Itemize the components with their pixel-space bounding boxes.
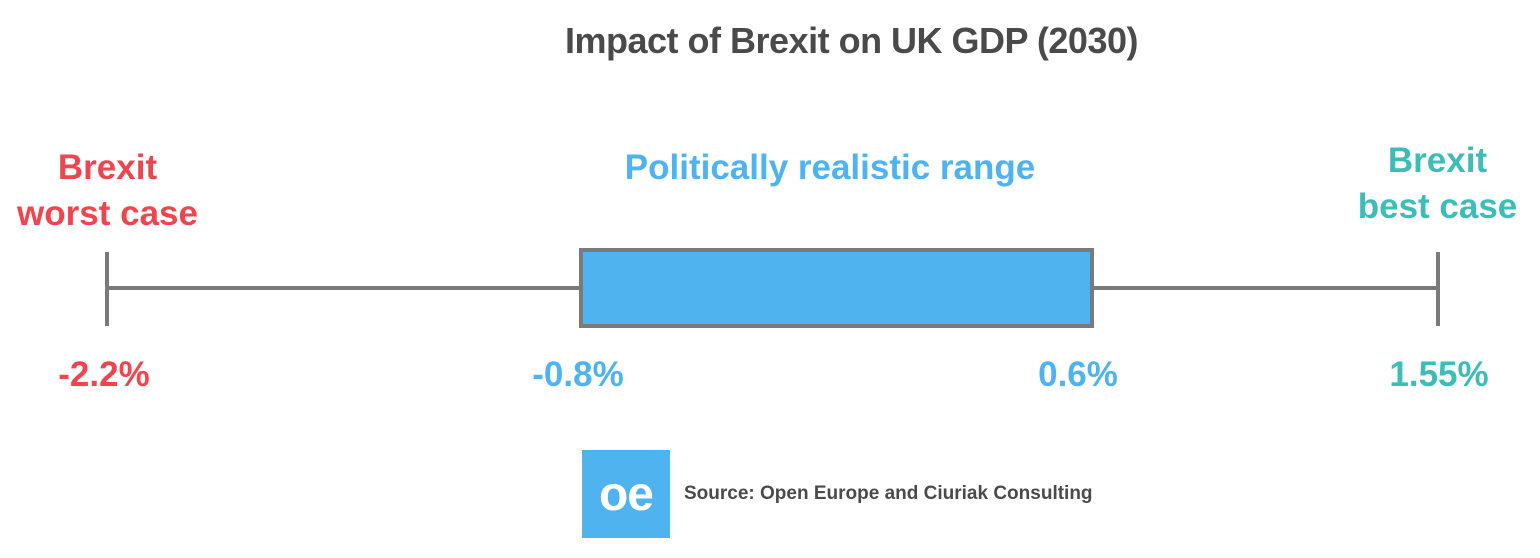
best-case-label: Brexit best case: [1340, 138, 1535, 230]
max-value-label: 1.55%: [1389, 355, 1489, 394]
best-case-label-line2: best case: [1357, 187, 1518, 226]
chart-title: Impact of Brexit on UK GDP (2030): [565, 20, 1138, 61]
worst-case-label-line1: Brexit: [57, 148, 158, 187]
realistic-range-label: Politically realistic range: [624, 148, 1036, 187]
source-note: Source: Open Europe and Ciuriak Consulti…: [684, 483, 1093, 504]
worst-case-label: Brexit worst case: [10, 145, 205, 237]
worst-case-label-line2: worst case: [17, 194, 198, 233]
best-case-label-line1: Brexit: [1387, 141, 1488, 180]
q1-value-label: -0.8%: [532, 355, 624, 394]
min-value-label: -2.2%: [58, 355, 150, 394]
realistic-range-box: [579, 248, 1094, 328]
open-europe-logo: oe: [582, 450, 670, 538]
q3-value-label: 0.6%: [1038, 355, 1118, 394]
